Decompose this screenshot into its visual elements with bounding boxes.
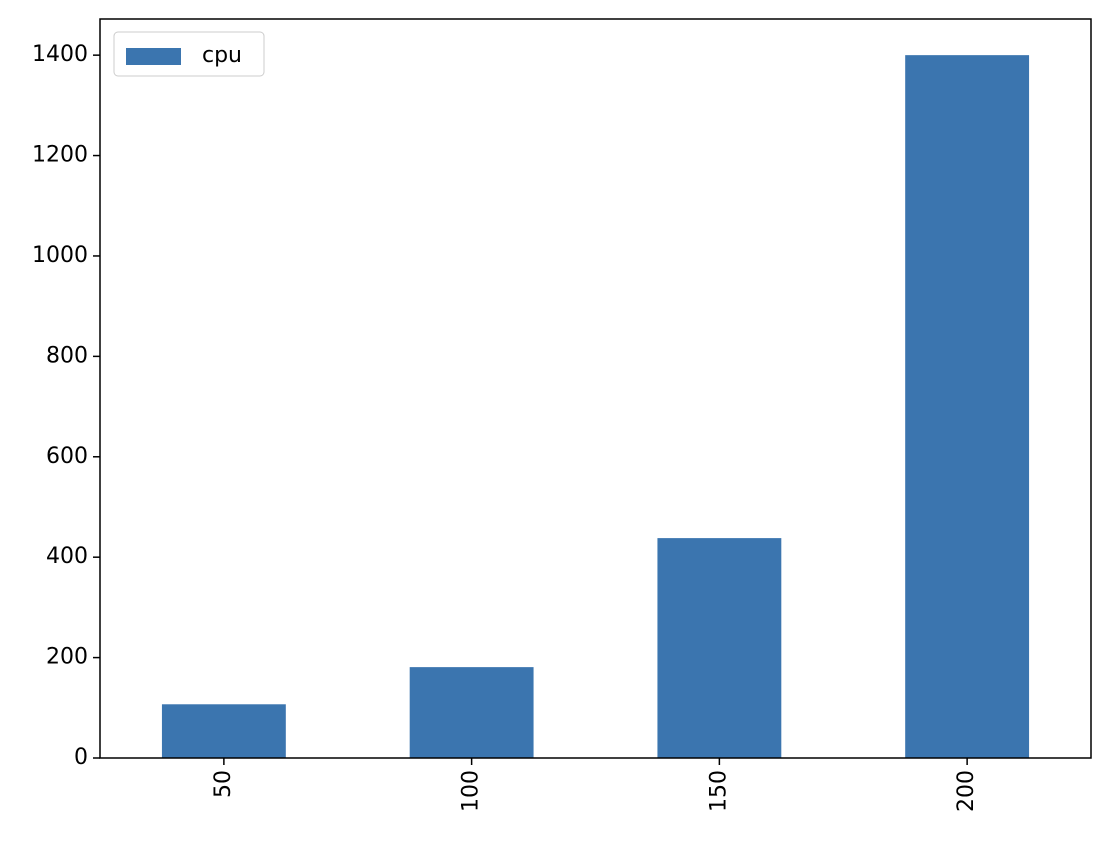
y-tick-label: 400: [46, 544, 88, 569]
y-tick-label: 0: [74, 745, 88, 770]
y-tick-label: 200: [46, 645, 88, 670]
y-tick-label: 800: [46, 343, 88, 368]
bar: [409, 667, 534, 758]
x-tick-label: 50: [211, 770, 236, 798]
plot-frame: [99, 18, 1092, 759]
x-tick-label: 100: [459, 770, 484, 812]
y-tick-label: 1200: [32, 143, 88, 168]
bar: [161, 704, 286, 758]
bar: [905, 55, 1030, 759]
legend-label: cpu: [202, 43, 242, 68]
bar: [657, 538, 782, 758]
y-tick-label: 1000: [32, 243, 88, 268]
y-tick-label: 600: [46, 444, 88, 469]
x-tick-label: 200: [954, 770, 979, 812]
legend-swatch: [126, 48, 181, 65]
x-tick-label: 150: [706, 770, 731, 812]
y-tick-label: 1400: [32, 42, 88, 67]
